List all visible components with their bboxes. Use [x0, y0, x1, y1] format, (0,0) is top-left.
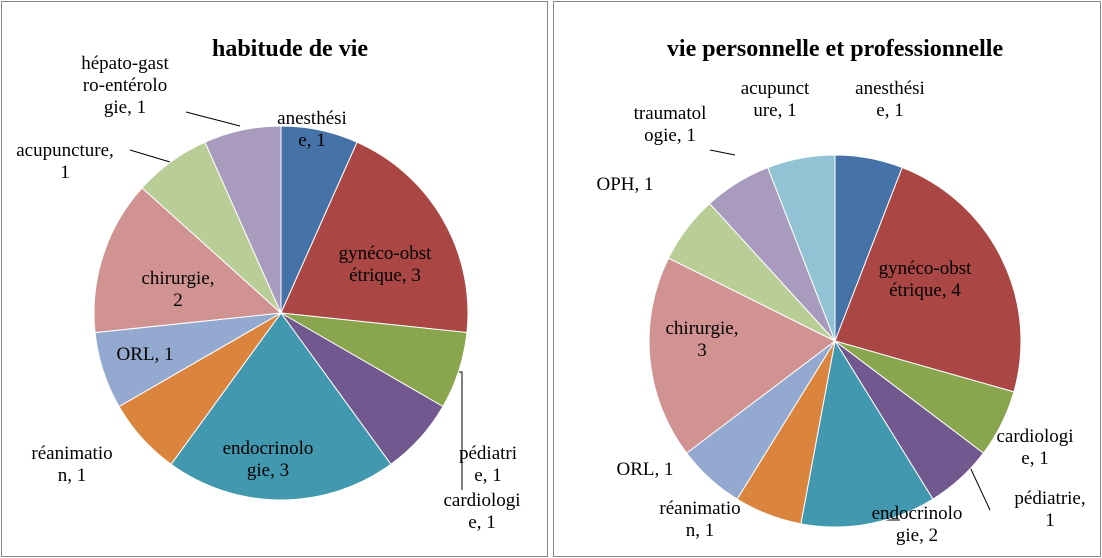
- data-label: anesthésie, 1: [277, 108, 347, 151]
- chart-title: vie personnelle et professionnelle: [667, 36, 1004, 62]
- data-label: cardiologie, 1: [443, 490, 521, 533]
- data-label: chirurgie, 2: [141, 268, 215, 311]
- pie-slice: [648, 257, 836, 454]
- data-label: ORL, 1: [116, 344, 174, 365]
- leader-line: [185, 111, 241, 127]
- leader-line: [709, 149, 736, 156]
- leader-line: [129, 149, 171, 163]
- data-label: pédiatrie, 1: [458, 443, 518, 486]
- pie-slice: [93, 187, 283, 334]
- data-label: gynéco-obstétrique, 3: [338, 243, 432, 286]
- panel: [1, 1, 548, 557]
- data-label: acupuncture, 1: [16, 140, 114, 183]
- data-label: traumatologie, 1: [633, 103, 707, 146]
- pie-slice: [800, 339, 934, 528]
- pie-slice: [280, 141, 469, 334]
- data-label: cardiologie, 1: [996, 426, 1074, 469]
- data-label: pédiatrie, 1: [1014, 488, 1086, 531]
- data-label: anesthésie, 1: [855, 78, 925, 121]
- leader-line: [458, 371, 463, 490]
- data-label: gynéco-obstétrique, 4: [878, 258, 972, 301]
- data-label: hépato-gastro-entérologie, 1: [81, 53, 169, 118]
- data-label: réanimation, 1: [659, 498, 741, 541]
- pie-slice: [767, 154, 836, 342]
- data-label: OPH, 1: [596, 174, 654, 195]
- data-label: endocrinologie, 3: [222, 438, 314, 481]
- data-label: ORL, 1: [616, 459, 674, 480]
- pie-slice: [170, 312, 392, 501]
- data-label: chirurgie, 3: [665, 318, 739, 361]
- data-label: endocrinologie, 2: [871, 503, 963, 546]
- pie-slice: [204, 125, 282, 314]
- data-label: réanimation, 1: [31, 443, 113, 486]
- pie-slice: [834, 166, 1022, 393]
- chart-title: habitude de vie: [212, 36, 368, 62]
- data-label: acupuncture, 1: [740, 78, 810, 121]
- panel: [553, 1, 1101, 557]
